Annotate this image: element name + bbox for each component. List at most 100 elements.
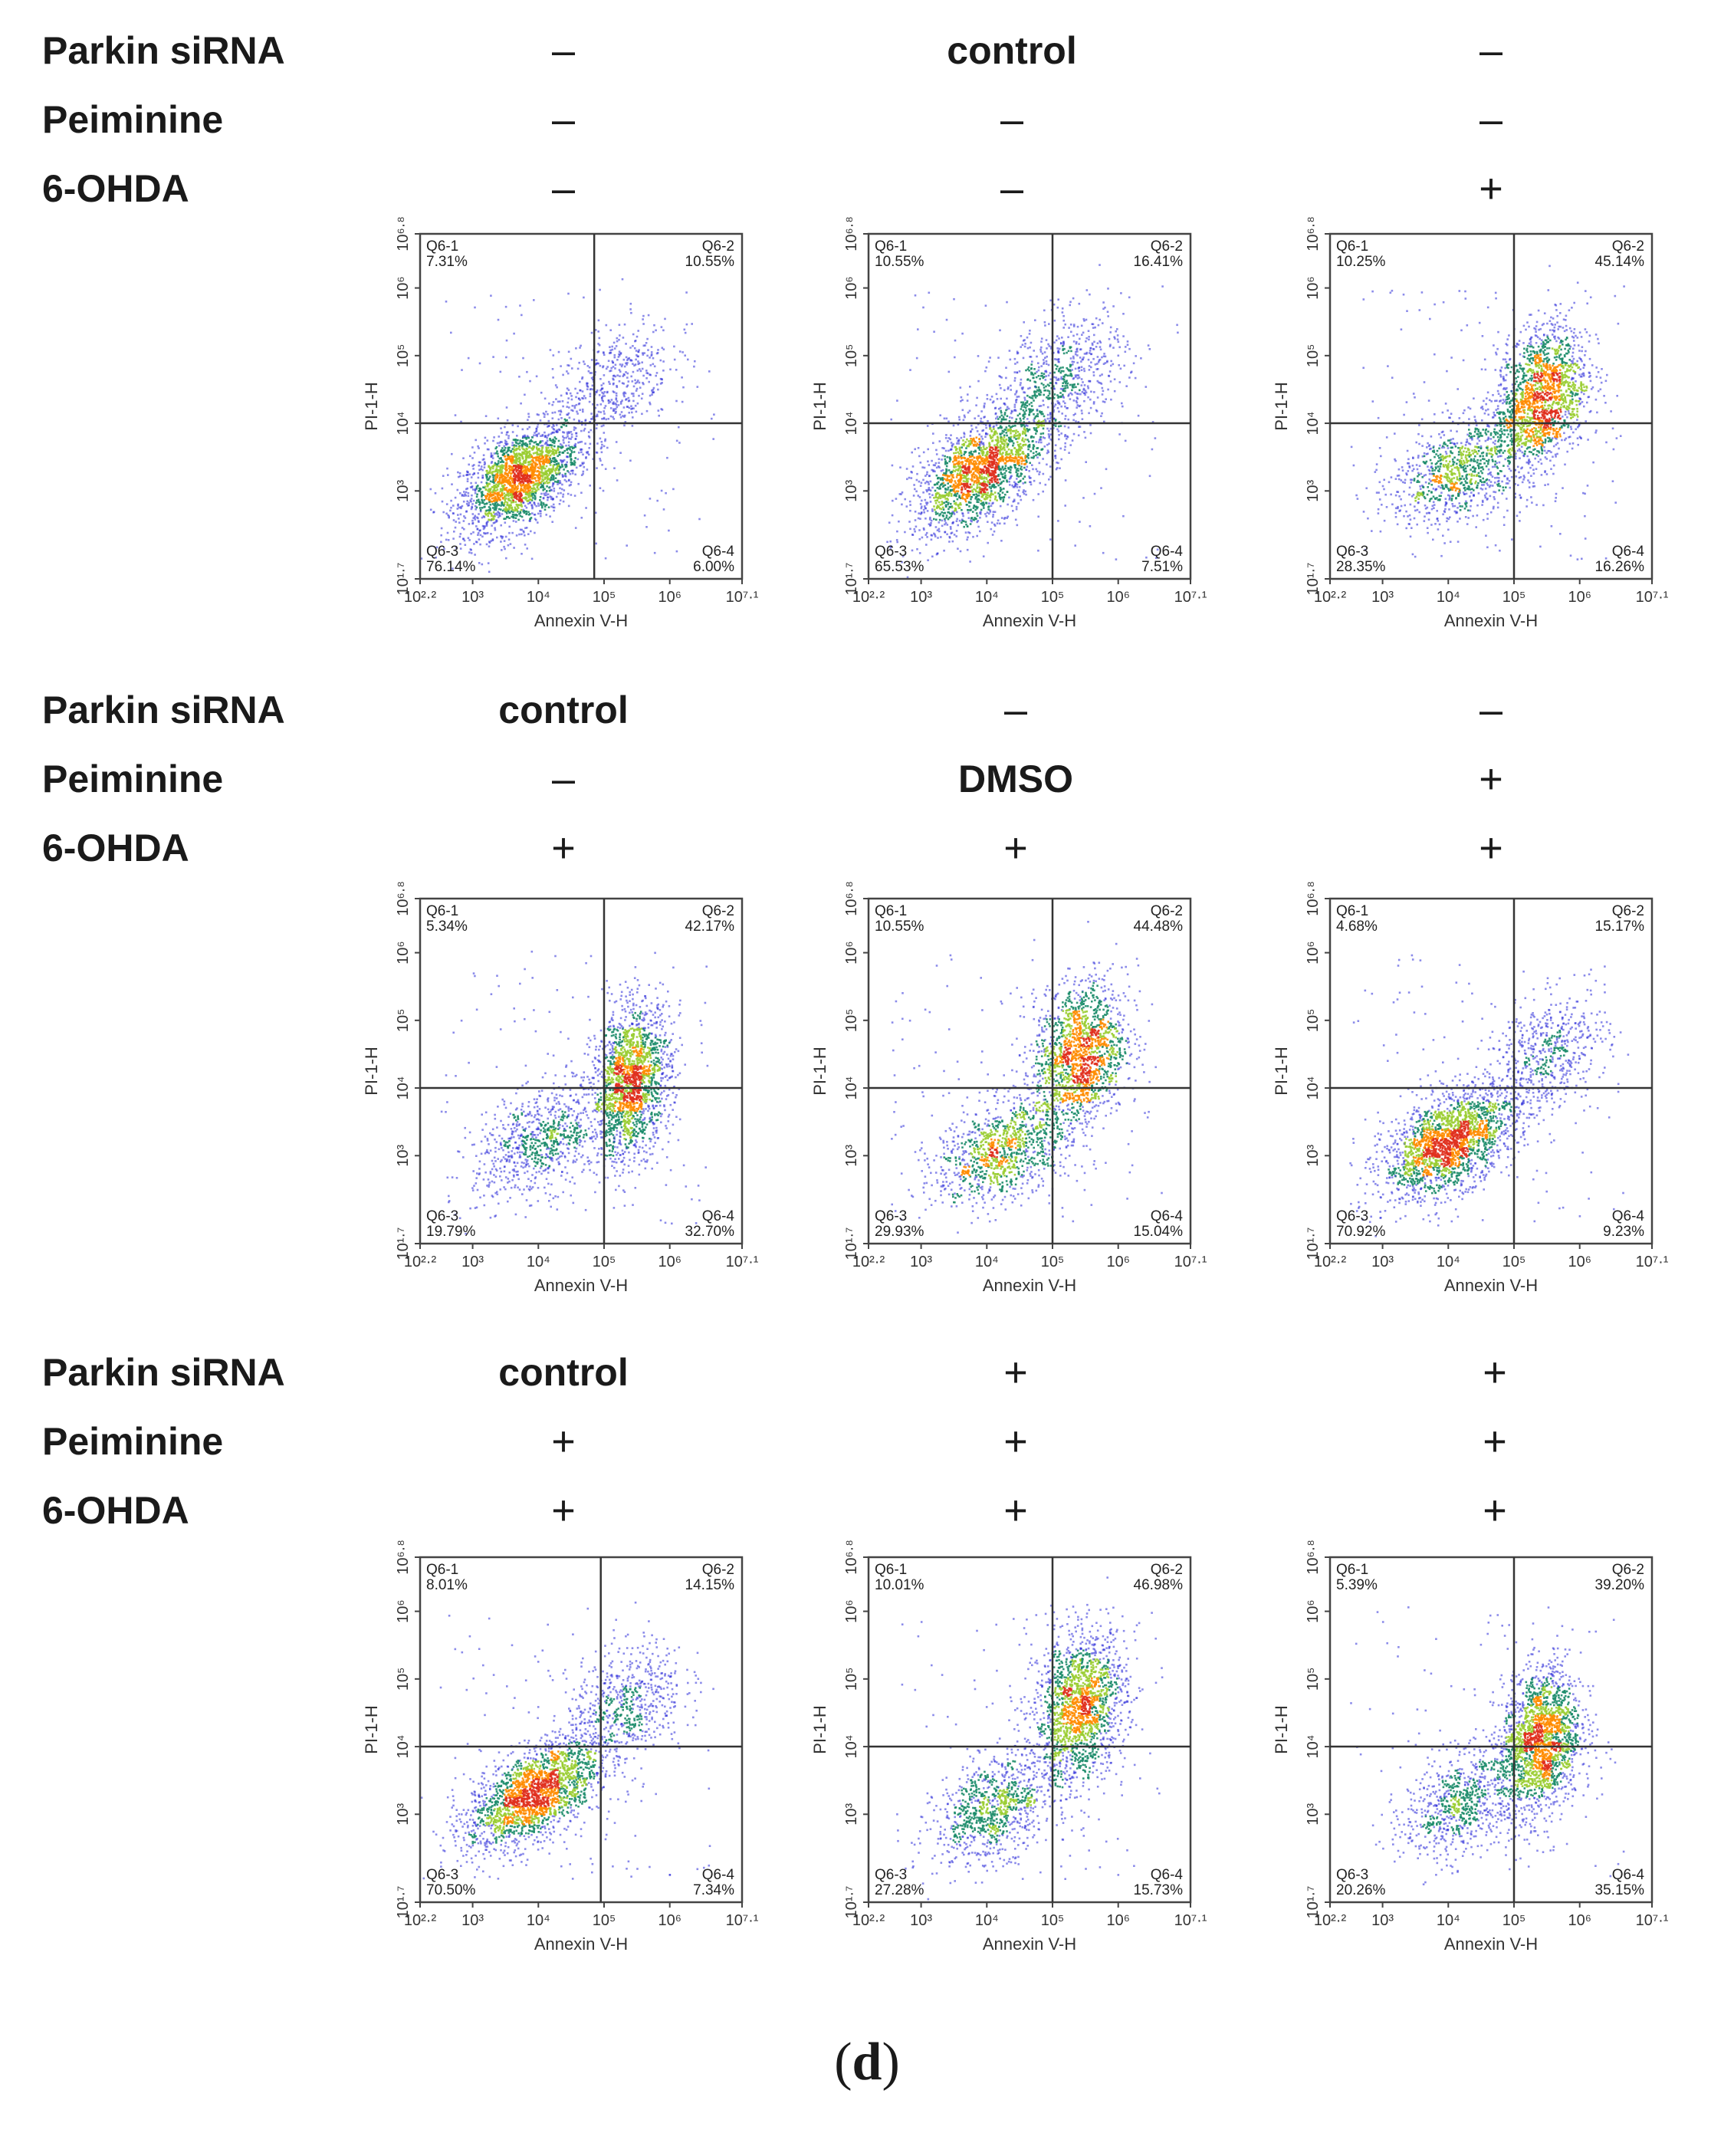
event-dot (1029, 462, 1031, 465)
event-dot (520, 492, 523, 495)
event-dot (966, 548, 969, 551)
event-dot (559, 413, 562, 416)
event-dot (552, 423, 554, 426)
event-dot (990, 435, 992, 438)
event-dot (599, 458, 601, 460)
event-dot (494, 486, 497, 488)
event-dot (531, 506, 534, 508)
event-dot (974, 480, 976, 482)
event-dot (957, 524, 959, 527)
event-dot (959, 472, 961, 475)
event-dot (429, 508, 432, 511)
event-dot (442, 475, 445, 477)
event-dot (537, 477, 540, 480)
event-dot (551, 441, 554, 444)
event-dot (510, 449, 513, 452)
event-dot (1023, 440, 1026, 443)
event-dot (555, 430, 558, 432)
event-dot (599, 364, 602, 367)
event-dot (511, 489, 514, 491)
event-dot (501, 451, 504, 453)
event-dot (480, 468, 482, 470)
event-dot (465, 495, 468, 497)
event-dot (967, 460, 970, 462)
event-dot (521, 452, 524, 454)
event-dot (551, 474, 553, 477)
event-dot (1016, 462, 1019, 465)
event-dot (947, 482, 949, 485)
event-dot (1007, 466, 1010, 469)
event-dot (535, 459, 537, 462)
event-dot (443, 547, 445, 551)
event-dot (1034, 416, 1037, 418)
event-dot (551, 432, 553, 434)
event-dot (605, 324, 608, 327)
event-dot (493, 508, 496, 511)
event-dot (999, 451, 1001, 453)
event-dot (560, 444, 563, 447)
event-dot (1008, 471, 1011, 473)
event-dot (923, 466, 926, 469)
event-dot (1176, 324, 1178, 327)
event-dot (979, 471, 982, 474)
event-dot (553, 469, 557, 472)
event-dot (1059, 387, 1062, 390)
event-dot (555, 452, 557, 455)
event-dot (487, 514, 490, 518)
event-dot (1048, 323, 1050, 325)
event-dot (635, 358, 637, 361)
event-dot (554, 472, 557, 475)
event-dot (1062, 393, 1064, 396)
event-dot (932, 470, 934, 473)
event-dot (505, 441, 507, 443)
event-dot (1023, 475, 1026, 478)
event-dot (992, 434, 994, 437)
event-dot (636, 402, 639, 405)
event-dot (505, 339, 508, 342)
event-dot (518, 482, 521, 485)
event-dot (994, 454, 997, 456)
condition-value: – (1000, 97, 1023, 143)
event-dot (989, 511, 992, 513)
event-dot (630, 311, 632, 314)
event-dot (516, 504, 519, 506)
event-dot (552, 466, 554, 468)
event-dot (536, 453, 539, 456)
event-dot (963, 483, 965, 485)
event-dot (514, 468, 517, 470)
event-dot (524, 455, 527, 458)
event-dot (1045, 363, 1048, 365)
event-dot (961, 456, 964, 459)
event-dot (1054, 457, 1057, 459)
event-dot (921, 505, 923, 508)
event-dot (579, 399, 581, 401)
event-dot (520, 501, 522, 504)
event-dot (1022, 401, 1025, 404)
event-dot (984, 424, 987, 426)
event-dot (1025, 424, 1027, 426)
event-dot (992, 452, 995, 454)
event-dot (566, 431, 569, 434)
event-dot (957, 472, 959, 475)
event-dot (1060, 432, 1062, 435)
event-dot (551, 403, 553, 406)
event-dot (537, 449, 540, 451)
event-dot (970, 431, 972, 433)
event-dot (504, 480, 506, 483)
event-dot (511, 459, 514, 462)
event-dot (980, 484, 984, 487)
event-dot (521, 436, 524, 439)
event-dot (629, 459, 632, 462)
event-dot (1100, 415, 1102, 417)
event-dot (509, 499, 512, 502)
event-dot (544, 470, 547, 472)
event-dot (1011, 416, 1013, 419)
event-dot (967, 463, 970, 466)
event-dot (928, 488, 931, 491)
event-dot (1018, 458, 1020, 462)
event-dot (557, 469, 560, 472)
event-dot (946, 533, 948, 536)
event-dot (984, 495, 987, 498)
event-dot (630, 375, 632, 378)
event-dot (999, 493, 1001, 496)
